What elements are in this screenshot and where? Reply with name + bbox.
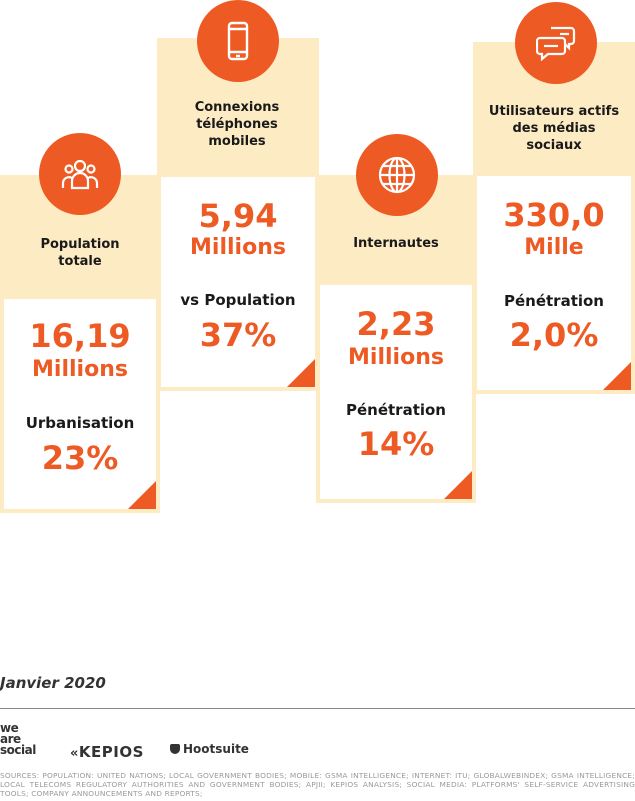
population-icon-circle xyxy=(39,133,121,215)
kepios-text: KEPIOS xyxy=(78,743,144,761)
mobile-unit: Millions xyxy=(190,235,286,260)
logo-are: are xyxy=(0,732,21,746)
social-label: Utilisateurs actifs des médias sociaux xyxy=(488,104,620,153)
population-unit: Millions xyxy=(32,357,128,382)
mobile-value: 5,94 xyxy=(198,197,278,235)
globe-icon xyxy=(378,156,416,194)
sources-text: SOURCES: POPULATION: UNITED NATIONS; LOC… xyxy=(0,771,635,798)
internet-unit: Millions xyxy=(348,345,444,370)
card-corner xyxy=(444,471,472,499)
social-card: 330,0 Mille Pénétration 2,0% xyxy=(473,172,635,394)
internet-icon-circle xyxy=(356,134,438,216)
mobile-icon-circle xyxy=(197,0,279,82)
internet-penetration-label: Pénétration xyxy=(345,401,446,419)
internet-card: 2,23 Millions Pénétration 14% xyxy=(316,281,476,503)
owl-icon xyxy=(170,744,180,754)
people-icon xyxy=(61,159,99,190)
mobile-label: Connexions téléphones mobiles xyxy=(194,100,280,149)
social-penetration-value: 2,0% xyxy=(509,316,599,354)
social-value: 330,0 xyxy=(503,196,605,234)
internet-value: 2,23 xyxy=(356,305,436,343)
logo-social: social xyxy=(0,743,36,757)
urbanisation-value: 23% xyxy=(41,439,119,477)
social-unit: Mille xyxy=(524,235,584,260)
population-label: Population totale xyxy=(40,237,120,269)
card-corner xyxy=(128,481,156,509)
vs-population-label: vs Population xyxy=(180,291,296,309)
logo-we: we xyxy=(0,721,19,735)
internet-label: Internautes xyxy=(353,236,439,251)
chat-bubbles-icon xyxy=(536,26,576,62)
social-icon-circle xyxy=(515,2,597,84)
hootsuite-text: Hootsuite xyxy=(183,742,249,756)
smartphone-icon xyxy=(227,21,249,61)
urbanisation-label: Urbanisation xyxy=(25,414,135,432)
kepios-logo: «KEPIOS xyxy=(70,743,144,761)
card-corner xyxy=(287,359,315,387)
internet-penetration-value: 14% xyxy=(357,425,435,463)
report-date: Janvier 2020 xyxy=(0,674,106,692)
kepios-mark-icon: « xyxy=(70,746,79,761)
we-are-social-logo: we are social xyxy=(0,721,36,757)
footer-divider xyxy=(0,708,635,709)
vs-population-value: 37% xyxy=(199,316,277,354)
social-penetration-label: Pénétration xyxy=(503,292,604,310)
population-value: 16,19 xyxy=(29,317,131,355)
mobile-card: 5,94 Millions vs Population 37% xyxy=(157,173,319,391)
card-corner xyxy=(603,362,631,390)
hootsuite-logo: Hootsuite xyxy=(170,742,249,756)
population-card: 16,19 Millions Urbanisation 23% xyxy=(0,295,160,513)
